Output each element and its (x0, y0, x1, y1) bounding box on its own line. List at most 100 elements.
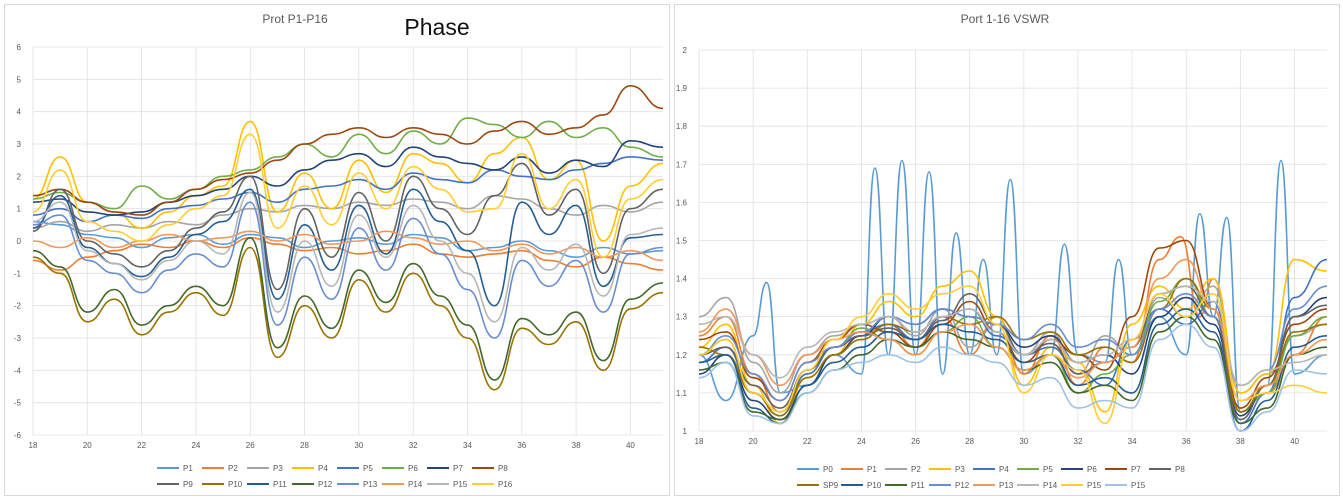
series-line-p15 (698, 285, 1328, 425)
x-tick-label: 24 (191, 441, 200, 450)
legend-label: P6 (408, 464, 418, 473)
series-line-p11 (32, 188, 664, 307)
y-tick-label: 1.5 (676, 237, 688, 246)
series-line-p0 (698, 159, 1328, 413)
series-line-p12 (32, 237, 664, 381)
phase-annotation: Phase (404, 14, 469, 40)
series-line-p13 (698, 258, 1328, 402)
series-line-p4 (32, 120, 664, 242)
x-tick-label: 22 (137, 441, 146, 450)
legend-label: P5 (1043, 465, 1053, 474)
legend-label: P7 (1131, 465, 1141, 474)
legend-label: SP9 (823, 481, 839, 490)
y-tick-label: -2 (14, 302, 22, 311)
legend-label: P12 (318, 480, 333, 489)
legend-label: P4 (999, 465, 1009, 474)
legend-label: P0 (823, 465, 833, 474)
x-tick-label: 28 (965, 437, 974, 446)
y-tick-label: 1.6 (676, 198, 688, 207)
legend-label: P8 (498, 464, 508, 473)
x-tick-label: 40 (626, 441, 635, 450)
x-tick-label: 26 (246, 441, 255, 450)
series-line-p16 (32, 133, 664, 258)
legend-label: P15 (1087, 481, 1102, 490)
legend-label: P6 (1087, 465, 1097, 474)
x-tick-label: 32 (1074, 437, 1083, 446)
y-tick-label: 4 (17, 108, 22, 117)
phase-chart-panel: Prot P1-P16 -6 -5 -4 -3 -2 -1 0 1 2 3 4 5 6 18 20 22 24 26… (4, 4, 670, 496)
chart-title: Prot P1-P16 (262, 12, 328, 26)
x-tick-label: 18 (695, 437, 704, 446)
series-line-p6 (32, 117, 664, 210)
legend-label: P1 (867, 465, 877, 474)
legend-label: P16 (498, 480, 513, 489)
x-tick-label: 40 (1290, 437, 1299, 446)
x-tick-label: 20 (83, 441, 92, 450)
x-tick-label: 28 (300, 441, 309, 450)
legend-label: P14 (1043, 481, 1058, 490)
legend-label: P11 (911, 481, 925, 490)
series-line-p9 (32, 162, 664, 291)
series-line-p7 (32, 140, 664, 216)
y-tick-label: -5 (14, 399, 22, 408)
series-line-p13 (32, 201, 664, 339)
legend-label: P9 (183, 480, 193, 489)
x-tick-label: 38 (572, 441, 581, 450)
y-tick-label: 1.1 (676, 389, 688, 398)
y-tick-label: -1 (14, 269, 22, 278)
series-line-p5 (32, 156, 664, 223)
y-tick-label: 2 (17, 172, 22, 181)
legend-label: P15 (1131, 481, 1146, 490)
x-tick-label: 36 (517, 441, 526, 450)
y-tick-label: 1 (17, 205, 22, 214)
y-tick-label: 1.4 (676, 275, 688, 284)
x-tick-label: 38 (1236, 437, 1245, 446)
y-tick-label: 3 (17, 140, 22, 149)
legend-label: P13 (999, 481, 1014, 490)
y-tick-label: -6 (14, 431, 22, 440)
x-tick-label: 30 (354, 441, 363, 450)
vswr-chart: Port 1-16 VSWR 1 1.1 1.2 1.3 1.4 1.5 1.6 1.7 1.8 1… (676, 12, 1328, 490)
x-tick-label: 34 (463, 441, 472, 450)
x-tick-label: 24 (857, 437, 866, 446)
legend-label: P12 (955, 481, 970, 490)
series-line-p8 (32, 85, 664, 216)
legend-label: P3 (955, 465, 965, 474)
legend-label: P13 (363, 480, 378, 489)
y-tick-label: 1.2 (676, 351, 688, 360)
legend-label: P10 (867, 481, 882, 490)
x-tick-label: 36 (1182, 437, 1191, 446)
y-tick-label: 1 (683, 427, 688, 436)
legend-label: P4 (318, 464, 328, 473)
legend-label: P7 (453, 464, 463, 473)
x-tick-label: 20 (749, 437, 758, 446)
y-tick-label: -3 (14, 334, 22, 343)
y-tick-label: 1.9 (676, 84, 688, 93)
y-tick-label: -4 (14, 366, 22, 375)
legend-label: P3 (273, 464, 283, 473)
vswr-chart-panel: Port 1-16 VSWR 1 1.1 1.2 1.3 1.4 1.5 1.6 1.7 1.8 1… (674, 4, 1340, 496)
y-tick-label: 0 (17, 237, 22, 246)
legend-label: P11 (273, 480, 287, 489)
y-tick-label: 6 (17, 43, 22, 52)
legend-label: P5 (363, 464, 373, 473)
y-tick-label: 1.3 (676, 313, 688, 322)
legend-label: P15 (453, 480, 468, 489)
y-tick-label: 5 (17, 75, 22, 84)
series-line-p15 (698, 323, 1328, 432)
y-tick-label: 1.8 (676, 122, 688, 131)
chart-title: Port 1-16 VSWR (961, 12, 1050, 26)
y-tick-label: 2 (683, 46, 688, 55)
legend-label: P10 (228, 480, 243, 489)
series-line-p10 (32, 246, 664, 391)
legend-label: P8 (1175, 465, 1185, 474)
y-tick-label: 1.7 (676, 160, 688, 169)
x-tick-label: 18 (29, 441, 38, 450)
x-tick-label: 26 (911, 437, 920, 446)
legend-label: P2 (228, 464, 238, 473)
x-tick-label: 22 (803, 437, 812, 446)
x-tick-label: 32 (409, 441, 418, 450)
x-tick-label: 34 (1128, 437, 1137, 446)
legend-label: P2 (911, 465, 921, 474)
